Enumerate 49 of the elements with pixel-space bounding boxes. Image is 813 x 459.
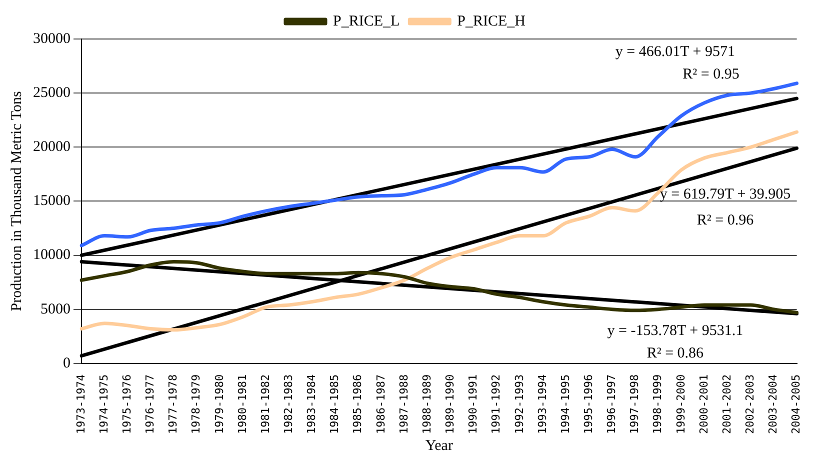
y-tick-label: 30000 (33, 30, 70, 47)
y-tick-label: 5000 (40, 301, 70, 318)
annotation: y = 466.01T + 9571 (615, 44, 735, 60)
x-tick-label: 1981-1982 (258, 374, 272, 434)
annotation: R² = 0.96 (696, 212, 754, 229)
x-tick-label: 1999-2000 (674, 374, 688, 434)
x-tick-label: 2000-2001 (697, 374, 710, 434)
legend-label: P_RICE_H (457, 13, 526, 30)
x-tick-label: 2002-2003 (744, 374, 757, 434)
x-tick-label: 1982-1983 (282, 374, 296, 434)
y-tick-label: 25000 (33, 85, 70, 102)
x-tick-label: 1973-1974 (74, 374, 88, 434)
x-tick-label: 1989-1990 (444, 374, 457, 434)
y-tick-label: 15000 (33, 193, 70, 210)
x-tick-label: 1997-1998 (628, 374, 642, 434)
x-tick-label: 1998-1999 (651, 374, 664, 434)
y-tick-label: 20000 (33, 139, 70, 156)
x-tick-label: 1994-1995 (558, 374, 572, 434)
x-tick-label: 1986-1987 (374, 374, 388, 434)
x-tick-label: 1977-1978 (166, 374, 180, 434)
y-axis-title: Production in Thousand Metric Tons (8, 91, 25, 312)
x-tick-label: 1991-1992 (490, 374, 503, 434)
annotation: y = 619.79T + 39.905 (660, 186, 791, 203)
x-tick-label: 2003-2004 (766, 374, 780, 434)
x-tick-label: 2001-2002 (720, 374, 734, 434)
annotation: R² = 0.86 (646, 346, 704, 362)
x-tick-label: 1993-1994 (536, 374, 549, 434)
x-tick-label: 2004-2005 (790, 374, 803, 434)
x-tick-label: 1987-1988 (397, 374, 410, 434)
x-tick-label: 1978-1979 (190, 374, 203, 434)
x-tick-label: 1996-1997 (605, 374, 618, 434)
x-tick-label: 1980-1981 (236, 374, 249, 434)
x-tick-label: 1988-1989 (420, 374, 434, 434)
x-tick-label: 1992-1993 (512, 374, 526, 434)
y-tick-label: 0 (63, 355, 70, 372)
x-tick-label: 1975-1976 (120, 374, 134, 434)
x-tick-label: 1976-1977 (144, 374, 157, 434)
annotation: y = -153.78T + 9531.1 (607, 322, 744, 339)
y-tick-label: 10000 (33, 247, 70, 264)
x-tick-label: 1990-1991 (466, 374, 480, 434)
x-tick-label: 1985-1986 (351, 374, 364, 434)
x-tick-label: 1974-1975 (97, 374, 110, 434)
annotation: R² = 0.95 (682, 66, 740, 83)
x-tick-label: 1983-1984 (305, 374, 318, 434)
x-axis-title: Year (425, 438, 453, 454)
x-tick-label: 1984-1985 (328, 374, 342, 434)
x-tick-label: 1995-1996 (582, 374, 595, 434)
legend-label: P_RICE_L (332, 13, 400, 30)
x-tick-label: 1979-1980 (212, 374, 226, 434)
